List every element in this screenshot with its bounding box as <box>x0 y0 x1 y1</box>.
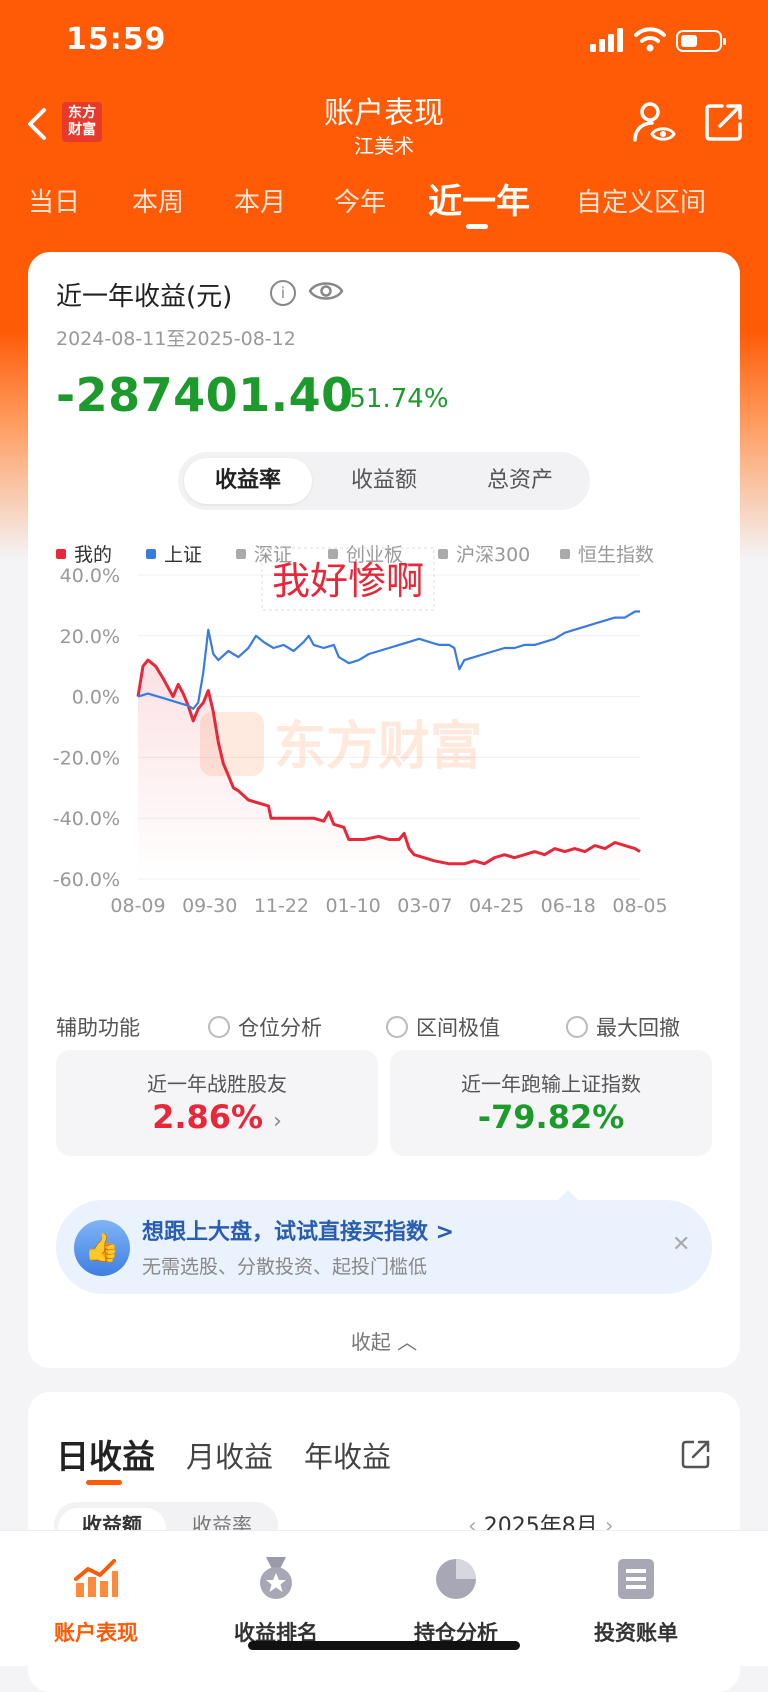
returns-card: 近一年收益(元) i 2024-08-11至2025-08-12 -287401… <box>28 252 740 1368</box>
period-tabs: 当日 本周 本月 今年 近一年 自定义区间 <box>0 170 768 230</box>
stat-beat-peers[interactable]: 近一年战胜股友 2.86% › <box>56 1050 378 1156</box>
tab-this-year[interactable]: 今年 <box>334 188 387 218</box>
status-time: 15:59 <box>66 22 167 57</box>
y-tick-label: -20.0% <box>53 747 120 769</box>
watermark-text: 东方财富 <box>274 717 482 777</box>
collapse-button[interactable]: 收起 ︿ <box>350 1330 418 1354</box>
return-amount: -287401.40 <box>56 368 354 422</box>
y-tick-label: 20.0% <box>60 626 120 648</box>
share-icon[interactable] <box>704 102 744 142</box>
tab-today[interactable]: 当日 <box>28 188 81 218</box>
x-tick-label: 08-09 <box>110 895 165 917</box>
metric-segment: 收益率 收益额 总资产 <box>178 452 590 510</box>
tab-last-year[interactable]: 近一年 <box>428 174 530 229</box>
tab-month[interactable]: 本月 <box>234 188 287 218</box>
x-tick-label: 03-07 <box>397 895 452 917</box>
x-tick-label: 04-25 <box>469 895 524 917</box>
legend-chinext[interactable]: 创业板 <box>328 540 403 567</box>
aux-position-analysis[interactable]: 仓位分析 <box>208 1012 322 1042</box>
app-logo: 东方 财富 <box>62 102 102 142</box>
stat-vs-sse-label: 近一年跑输上证指数 <box>461 1072 641 1096</box>
segment-return-rate[interactable]: 收益率 <box>184 458 312 504</box>
legend-szse[interactable]: 深证 <box>236 540 292 567</box>
segment-return-amount[interactable]: 收益额 <box>350 468 417 493</box>
info-icon[interactable]: i <box>270 280 296 306</box>
legend-hsi[interactable]: 恒生指数 <box>560 540 654 567</box>
promo-subtitle: 无需选股、分散投资、起投门槛低 <box>142 1256 428 1278</box>
export-icon[interactable] <box>680 1438 712 1470</box>
nav-bar: 东方 财富 账户表现 江美术 <box>0 84 768 164</box>
aux-range-extreme[interactable]: 区间极值 <box>386 1012 500 1042</box>
stat-vs-sse-value: -79.82% <box>477 1098 625 1136</box>
y-tick-label: 40.0% <box>60 565 120 587</box>
back-icon[interactable] <box>24 104 50 144</box>
series-area-mine <box>138 660 640 879</box>
watermark: 东方财富 <box>200 712 482 777</box>
stat-vs-sse: 近一年跑输上证指数 -79.82% <box>390 1050 712 1156</box>
x-tick-label: 06-18 <box>541 895 596 917</box>
y-tick-label: 0.0% <box>72 687 120 709</box>
x-tick-label: 11-22 <box>254 895 309 917</box>
user-eye-icon[interactable] <box>632 100 676 144</box>
page-title: 账户表现 <box>324 96 444 131</box>
aux-functions: 辅助功能 仓位分析 区间极值 最大回撤 <box>56 1012 716 1052</box>
close-icon[interactable]: ✕ <box>672 1232 691 1257</box>
tab-week[interactable]: 本周 <box>132 188 185 218</box>
x-tick-label: 01-10 <box>326 895 381 917</box>
page-subtitle: 江美术 <box>354 134 414 158</box>
date-range: 2024-08-11至2025-08-12 <box>56 328 296 350</box>
x-tick-label: 09-30 <box>182 895 237 917</box>
returns-title: 近一年收益(元) <box>56 282 233 312</box>
chart-legend: 我的 上证 深证 创业板 沪深300 恒生指数 <box>56 540 736 570</box>
annotation-box <box>261 547 435 611</box>
status-bar: 15:59 <box>0 0 768 84</box>
stat-beat-peers-value: 2.86% › <box>152 1098 282 1136</box>
tab-custom-range[interactable]: 自定义区间 <box>576 188 707 218</box>
stat-beat-peers-label: 近一年战胜股友 <box>147 1072 287 1096</box>
legend-mine[interactable]: 我的 <box>56 540 112 567</box>
returns-chart: 40.0% 20.0% 0.0% -20.0% -40.0% -60.0% 08-09 09-… <box>53 547 668 917</box>
series-line-mine <box>136 658 641 866</box>
aux-label: 辅助功能 <box>56 1016 140 1040</box>
thumbs-up-icon: 👍 <box>74 1220 130 1276</box>
index-promo-banner[interactable]: 👍 想跟上大盘，试试直接买指数 > 无需选股、分散投资、起投门槛低 ✕ <box>56 1190 712 1294</box>
tab-daily-earnings[interactable]: 日收益 <box>56 1430 155 1485</box>
wifi-icon <box>634 27 666 52</box>
chevron-right-icon: › <box>273 1109 282 1134</box>
bill-icon <box>618 1559 654 1599</box>
x-tick-label: 08-05 <box>612 895 667 917</box>
eye-icon[interactable] <box>308 278 344 304</box>
aux-max-drawdown[interactable]: 最大回撤 <box>566 1012 680 1042</box>
tab-yearly-earnings[interactable]: 年收益 <box>304 1440 392 1474</box>
legend-sse[interactable]: 上证 <box>146 540 202 567</box>
promo-title[interactable]: 想跟上大盘，试试直接买指数 > <box>142 1220 455 1245</box>
battery-icon <box>676 30 726 52</box>
tab-monthly-earnings[interactable]: 月收益 <box>186 1440 274 1474</box>
legend-csi300[interactable]: 沪深300 <box>438 540 530 567</box>
segment-total-assets[interactable]: 总资产 <box>486 468 553 493</box>
y-tick-label: -40.0% <box>53 808 120 830</box>
home-indicator <box>248 1641 520 1650</box>
series-line-sse <box>137 610 640 710</box>
chart-up-icon <box>74 1559 118 1597</box>
promo-pointer <box>556 1190 580 1202</box>
return-percent: -51.74% <box>340 384 449 414</box>
medal-icon <box>260 1557 292 1599</box>
signal-icon <box>590 28 623 52</box>
chart-annotation: 我好惨啊 <box>272 559 424 603</box>
y-tick-label: -60.0% <box>53 869 120 891</box>
pie-icon <box>436 1559 476 1599</box>
chevron-up-icon: ︿ <box>397 1330 418 1354</box>
